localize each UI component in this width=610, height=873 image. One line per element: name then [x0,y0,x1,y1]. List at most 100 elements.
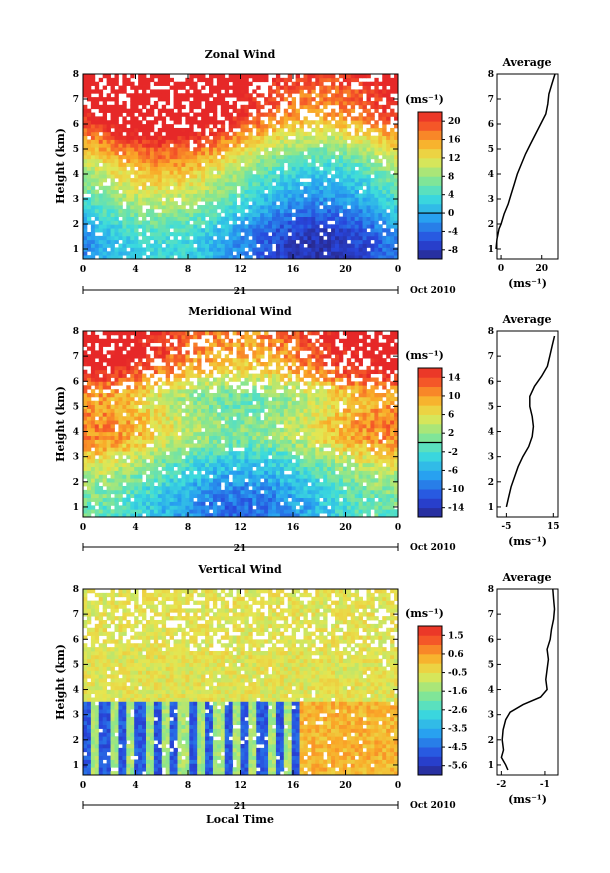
heatmap-cell [114,420,119,425]
heatmap-cell [114,201,119,206]
heatmap-cell [394,255,398,259]
heatmap-cell [315,131,320,137]
heatmap-cell [181,493,186,499]
heatmap-cell [181,216,186,221]
heatmap-cell [98,385,104,390]
heatmap-cell [358,201,363,206]
heatmap-cell [272,158,277,164]
heatmap-cell [209,505,214,510]
heatmap-cell [342,135,348,140]
heatmap-cell [283,224,289,229]
heatmap-cell [295,251,300,256]
heatmap-cell [122,443,127,448]
heatmap-cell [224,151,230,156]
heatmap-cell [149,135,155,140]
heatmap-cell [209,478,214,483]
heatmap-cell [264,97,269,102]
heatmap-cell [335,147,340,152]
heatmap-cell [169,458,174,464]
heatmap-cell [252,251,257,256]
heatmap-cell [94,251,100,256]
heatmap-cell [394,228,398,233]
heatmap-cell [110,235,115,241]
heatmap-cell [173,331,178,336]
heatmap-cell [338,181,344,187]
heatmap-cell [201,208,206,214]
heatmap-cell [98,147,104,152]
heatmap-cell [307,247,312,252]
heatmap-cell [197,470,202,475]
heatmap-cell [307,193,312,198]
heatmap-cell [228,243,234,248]
heatmap-cell [153,505,159,510]
heatmap-cell [201,513,206,517]
heatmap-cell [390,189,395,194]
heatmap-cell [86,470,92,475]
heatmap-cell [114,239,119,244]
heatmap-cell [157,131,163,137]
heatmap-cell [102,427,108,433]
heatmap-cell [362,201,367,206]
heatmap-cell [86,212,92,217]
heatmap-cell [157,232,163,237]
heatmap-cell [106,224,111,229]
heatmap-cell [252,104,257,110]
heatmap-cell [319,239,324,244]
heatmap-cell [189,158,194,164]
heatmap-cell [209,85,214,90]
heatmap-cell [307,220,312,225]
heatmap-cell [165,389,171,394]
heatmap-cell [98,174,104,179]
zonal-colorbar-unit: (ms⁻¹) [405,93,444,106]
heatmap-cell [134,239,139,244]
heatmap-cell [252,232,257,237]
heatmap-cell [390,247,395,252]
heatmap-cell [268,124,273,129]
heatmap-cell [216,235,222,241]
heatmap-cell [149,197,155,202]
heatmap-cell [126,427,131,433]
heatmap-cell [83,369,88,375]
heatmap-cell [331,85,336,90]
heatmap-cell [224,139,230,144]
heatmap-cell [236,243,241,248]
heatmap-cell [362,116,367,121]
heatmap-cell [220,489,226,495]
heatmap-cell [201,124,206,129]
heatmap-cell [232,216,237,221]
heatmap-cell [189,431,194,437]
heatmap-cell [98,127,104,133]
heatmap-cell [98,427,104,433]
heatmap-cell [114,124,119,129]
heatmap-cell [189,358,194,363]
heatmap-cell [228,166,234,171]
heatmap-cell [138,513,143,517]
heatmap-cell [275,189,281,194]
heatmap-cell [205,393,210,398]
heatmap-cell [354,124,360,129]
heatmap-cell [291,189,297,194]
heatmap-cell [209,154,214,160]
heatmap-cell [264,74,269,79]
heatmap-cell [177,346,182,351]
heatmap-cell [83,158,88,164]
heatmap-cell [94,120,100,125]
heatmap-cell [268,174,273,179]
heatmap-cell [134,143,139,148]
heatmap-cell [303,158,308,164]
heatmap-cell [169,154,174,160]
heatmap-cell [165,81,171,86]
heatmap-cell [173,239,178,244]
heatmap-cell [272,174,277,179]
heatmap-cell [83,412,88,417]
heatmap-cell [236,81,241,86]
heatmap-cell [142,124,147,129]
heatmap-cell [106,470,111,475]
heatmap-cell [260,162,265,167]
heatmap-cell [236,158,241,164]
heatmap-cell [216,135,222,140]
heatmap-cell [169,482,174,487]
heatmap-cell [205,81,210,86]
heatmap-cell [118,443,123,448]
heatmap-cell [252,147,257,152]
